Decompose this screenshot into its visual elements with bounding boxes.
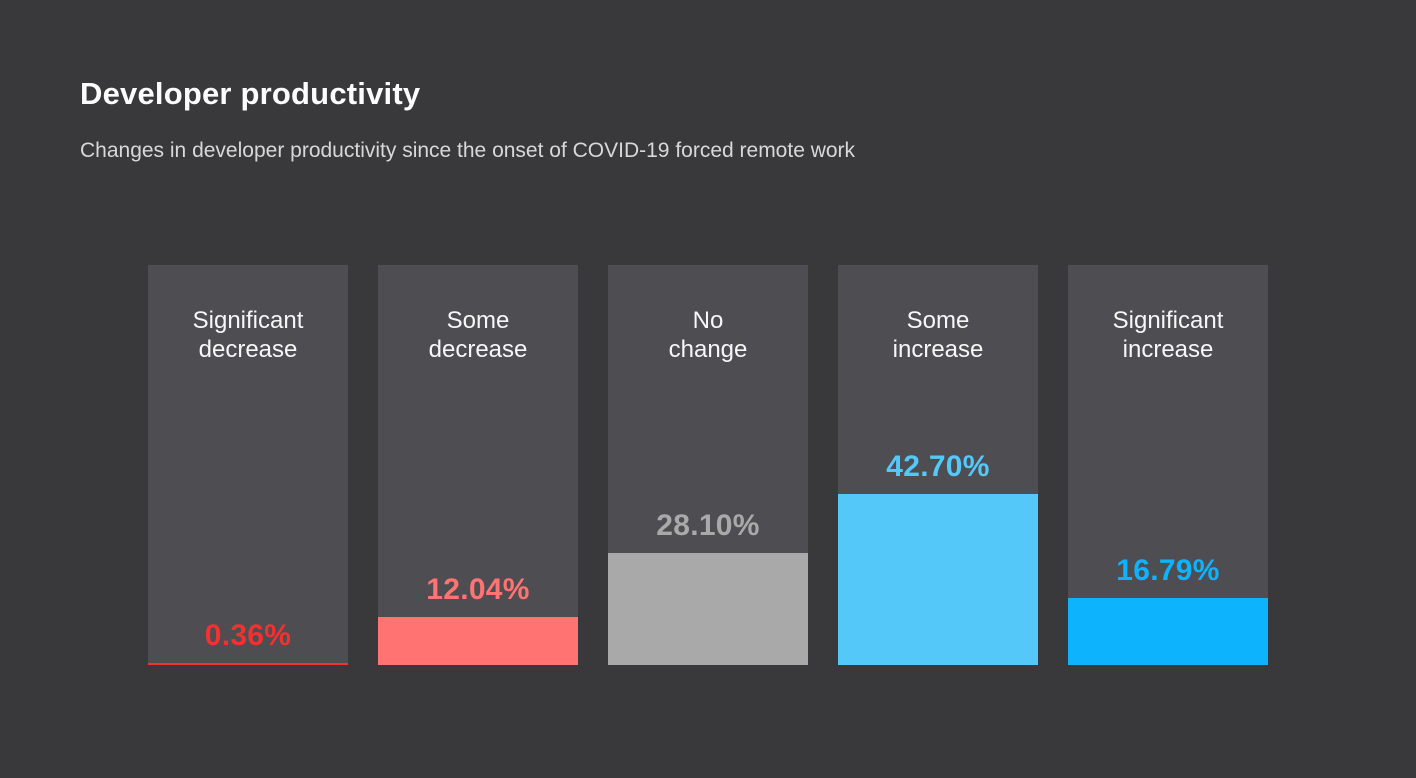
bar-track: Significant decrease 0.36% [148, 265, 348, 665]
bar-category-label: Some decrease [428, 307, 528, 363]
bar-track: No change 28.10% [608, 265, 808, 665]
bar-fill [608, 553, 808, 665]
bar-value-label: 0.36% [204, 619, 292, 652]
bar-value-label: 16.79% [1116, 554, 1220, 587]
bar-category-label: No change [668, 307, 748, 363]
bar-chart: Significant decrease 0.36% Some decrease 12… [148, 265, 1268, 665]
bar-fill [148, 663, 348, 665]
chart-subtitle: Changes in developer productivity since … [80, 139, 856, 162]
bar-value-label: 42.70% [886, 450, 990, 483]
bar-value-label: 28.10% [656, 509, 760, 542]
bar-track: Some decrease 12.04% [378, 265, 578, 665]
bar-fill [378, 617, 578, 665]
bar-category-label: Significant increase [1112, 307, 1224, 363]
page-title: Developer productivity [80, 76, 421, 111]
bar-category-label: Some increase [892, 307, 984, 363]
bar-fill [1068, 598, 1268, 665]
bar-fill [838, 494, 1038, 665]
bar-category-label: Significant decrease [192, 307, 304, 363]
bar-track: Some increase 42.70% [838, 265, 1038, 665]
bar-value-label: 12.04% [426, 573, 530, 606]
bar-track: Significant increase 16.79% [1068, 265, 1268, 665]
